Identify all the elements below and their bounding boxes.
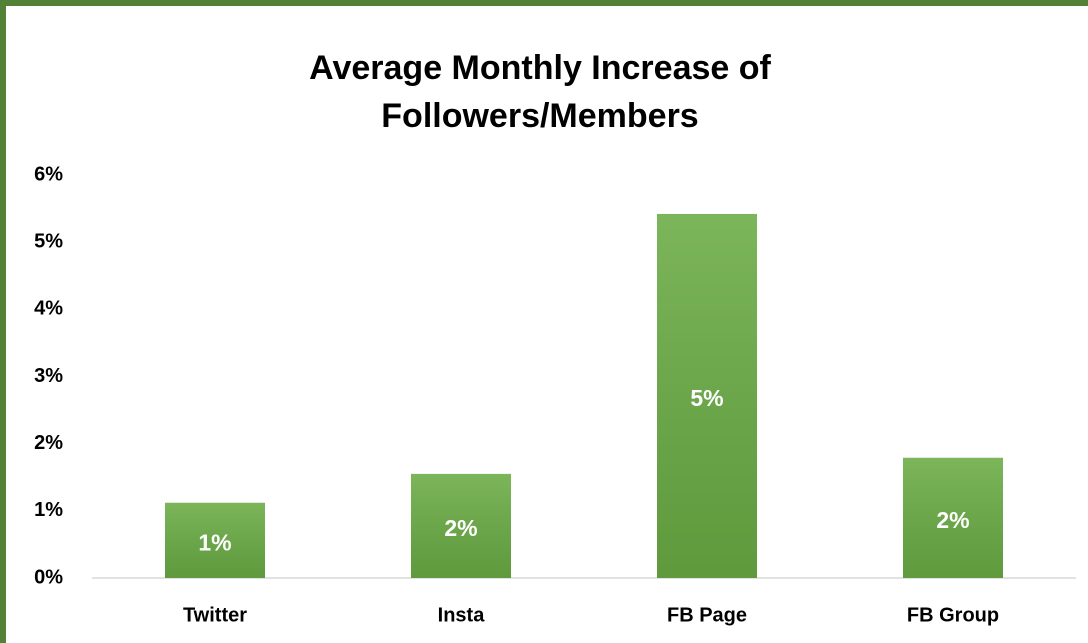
data-label: 5% — [690, 385, 723, 411]
x-tick-label: Twitter — [183, 604, 247, 626]
x-tick-label: FB Page — [667, 604, 747, 626]
y-tick-label: 6% — [34, 163, 63, 185]
bar-shade — [411, 473, 511, 578]
x-tick-label: Insta — [438, 604, 486, 626]
y-tick-label: 4% — [34, 298, 63, 320]
data-label: 2% — [936, 507, 969, 533]
y-tick-label: 2% — [34, 432, 63, 454]
chart-title: Average Monthly Increase of — [309, 49, 771, 87]
y-tick-label: 3% — [34, 365, 63, 387]
bar-shade — [903, 457, 1003, 578]
y-tick-label: 1% — [34, 499, 63, 521]
y-tick-label: 0% — [34, 566, 63, 588]
data-label: 1% — [198, 529, 231, 555]
y-tick-label: 5% — [34, 230, 63, 252]
data-label: 2% — [444, 515, 477, 541]
chart-title: Followers/Members — [381, 97, 698, 135]
bar-shade — [165, 502, 265, 578]
bar-shade — [657, 213, 757, 578]
x-tick-label: FB Group — [907, 604, 999, 626]
